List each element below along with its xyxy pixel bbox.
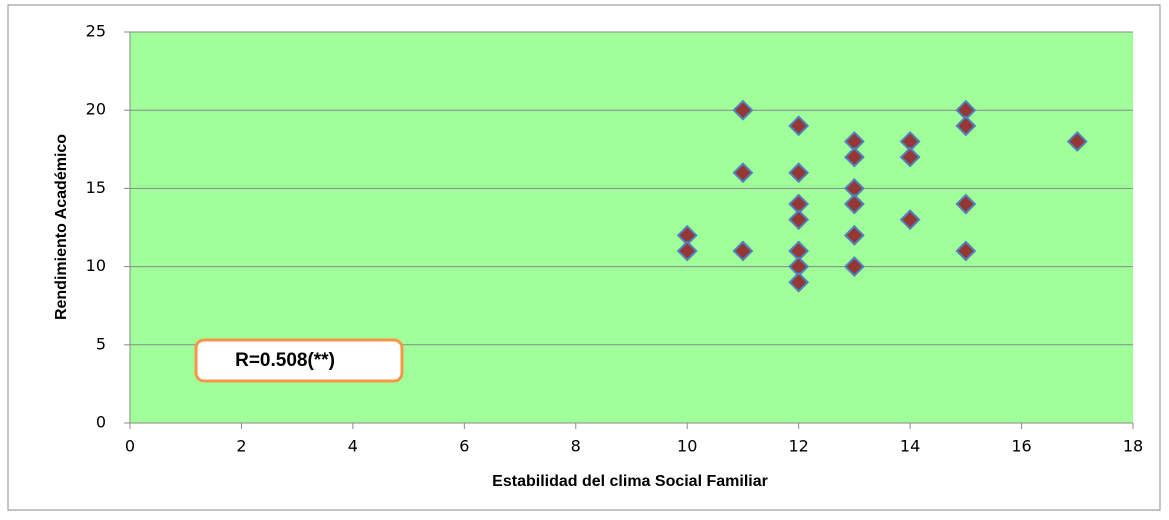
point	[732, 162, 754, 184]
x-tick-label: 4	[348, 437, 358, 456]
x-tick-label: 18	[1123, 437, 1143, 456]
y-tick-label: 5	[96, 334, 106, 353]
point	[843, 256, 865, 278]
y-tick-label: 10	[86, 256, 106, 275]
y-tick-label: 15	[86, 178, 106, 197]
x-tick-label: 0	[125, 437, 135, 456]
point	[676, 240, 698, 262]
point	[955, 240, 977, 262]
x-tick-label: 16	[1011, 437, 1031, 456]
x-tick-label: 14	[900, 437, 920, 456]
x-tick-label: 8	[571, 437, 581, 456]
annotation-box	[194, 338, 404, 383]
point	[732, 240, 754, 262]
point	[843, 224, 865, 246]
point	[788, 271, 810, 293]
point	[732, 99, 754, 121]
point	[1066, 131, 1088, 152]
point	[899, 209, 921, 231]
x-tick-label: 6	[459, 437, 469, 456]
annotation: R=0.508(**)	[235, 350, 335, 371]
y-axis-title: Rendimiento Académico	[53, 134, 70, 320]
x-tick-label: 10	[677, 437, 697, 456]
point	[788, 115, 810, 137]
x-tick-label: 2	[236, 437, 246, 456]
x-tick-label: 12	[788, 437, 808, 456]
point	[788, 162, 810, 184]
y-tick-label: 0	[96, 413, 106, 432]
y-tick-label: 25	[86, 22, 106, 41]
y-tick-label: 20	[86, 100, 106, 119]
point	[899, 146, 921, 168]
x-axis-title: Estabilidad del clima Social Familiar	[492, 473, 768, 490]
point	[955, 115, 977, 137]
point	[788, 209, 810, 231]
point	[843, 193, 865, 215]
point	[955, 193, 977, 215]
point	[843, 146, 865, 168]
